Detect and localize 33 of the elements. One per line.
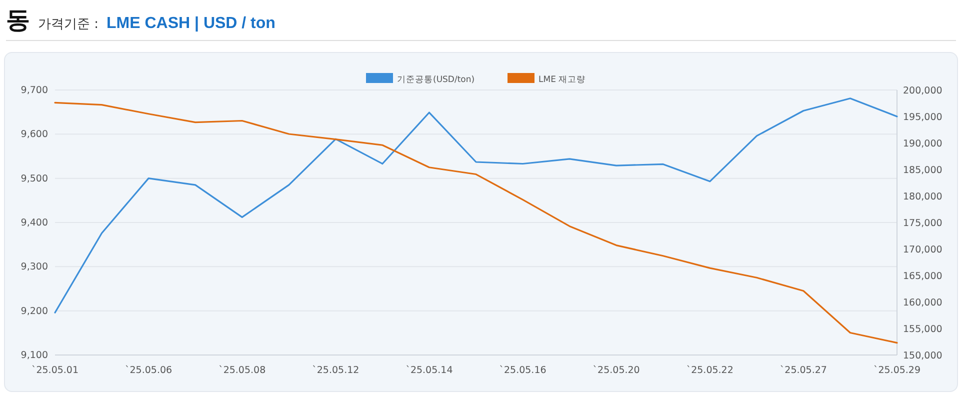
y-tick-label: 9,100 [20, 350, 48, 361]
y-tick-label: 9,300 [20, 262, 48, 273]
text: LME CASH | USD / ton [106, 15, 276, 33]
y2-tick-label: 155,000 [903, 324, 942, 335]
x-tick-label: `25.05.20 [592, 365, 640, 376]
y2-tick-label: 170,000 [903, 244, 942, 256]
x-tick-label: `25.05.12 [312, 365, 360, 376]
x-tick-label: `25.05.01 [31, 365, 79, 376]
y-tick-label: 9,500 [20, 173, 48, 184]
chart-title: 동 [6, 5, 30, 36]
y2-tick-label: 200,000 [903, 86, 942, 96]
y2-tick-label: 190,000 [903, 138, 942, 150]
x-tick-label: `25.05.16 [499, 365, 546, 376]
y-tick-label: 9,200 [20, 306, 48, 317]
legend-label: LME 재고량 [538, 75, 586, 85]
chart-subtitle: 가격기준 : [38, 16, 99, 33]
y2-tick-label: 150,000 [903, 350, 942, 362]
y2-tick-label: 165,000 [903, 271, 942, 282]
y2-tick-label: 160,000 [903, 298, 942, 308]
x-tick-label: `25.05.27 [780, 365, 827, 376]
y2-tick-label: 185,000 [903, 165, 942, 176]
y2-tick-label: 195,000 [903, 112, 942, 123]
x-tick-label: `25.05.08 [218, 365, 266, 376]
legend-label: 기준공통(USD/ton) [397, 75, 475, 85]
x-tick-label: `25.05.22 [686, 365, 734, 376]
x-tick-label: `25.05.29 [873, 365, 921, 376]
y2-tick-label: 180,000 [903, 192, 942, 202]
y-tick-label: 9,700 [20, 85, 48, 96]
y-tick-label: 9,600 [20, 129, 48, 140]
x-tick-label: `25.05.06 [125, 365, 172, 376]
y-tick-label: 9,400 [20, 218, 48, 228]
y2-tick-label: 175,000 [903, 218, 942, 229]
x-tick-label: `25.05.14 [406, 365, 453, 376]
